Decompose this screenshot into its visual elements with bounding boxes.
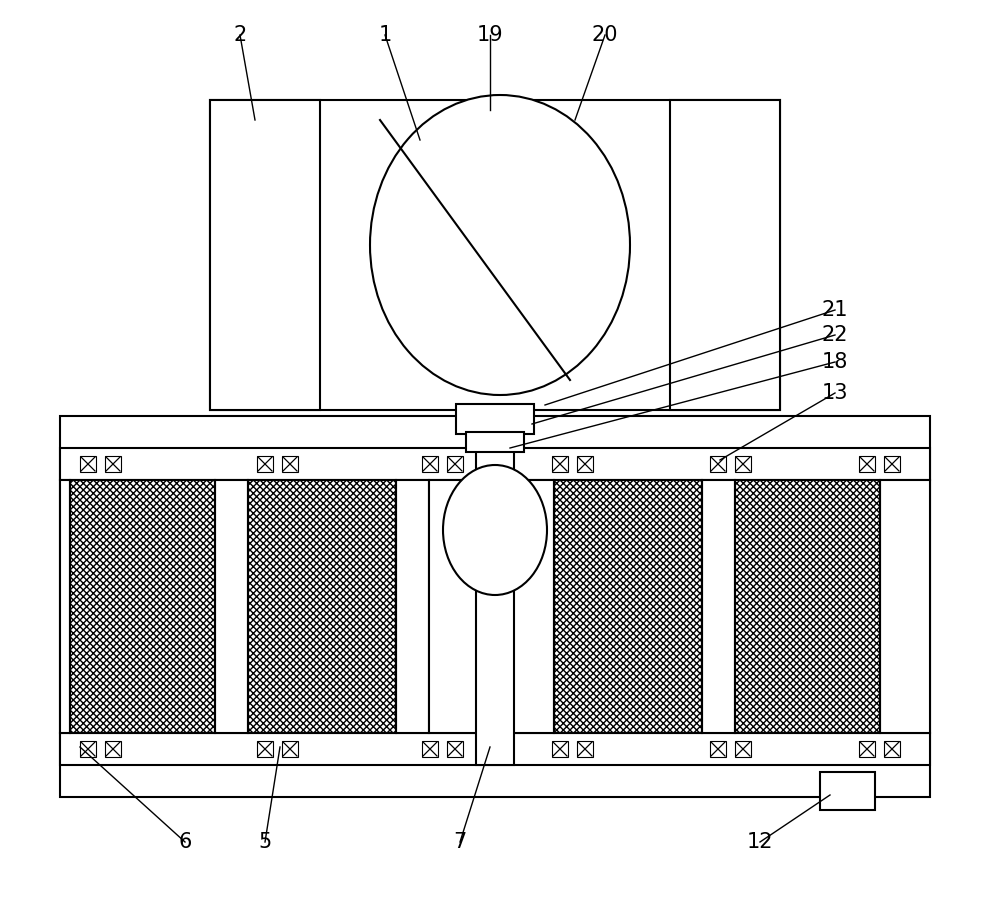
Bar [215, 480, 248, 733]
Bar [105, 456, 121, 472]
Bar [422, 741, 438, 757]
Bar [577, 456, 593, 472]
Bar [60, 416, 930, 797]
Text: 19: 19 [477, 25, 503, 45]
Bar [60, 733, 930, 765]
Bar [552, 456, 568, 472]
Bar [466, 432, 524, 452]
Text: 13: 13 [822, 383, 848, 403]
Bar [70, 480, 215, 733]
Text: 21: 21 [822, 300, 848, 320]
Ellipse shape [443, 465, 547, 595]
Bar [396, 480, 429, 733]
Bar [880, 480, 930, 733]
Ellipse shape [370, 95, 630, 395]
Bar [710, 456, 726, 472]
Bar [257, 456, 273, 472]
Bar [735, 480, 880, 733]
Bar [257, 741, 273, 757]
Bar [554, 480, 702, 733]
Bar [710, 741, 726, 757]
Bar [60, 480, 70, 733]
Bar [577, 741, 593, 757]
Text: 12: 12 [747, 832, 773, 852]
Bar [80, 741, 96, 757]
Bar [447, 741, 463, 757]
Bar [447, 456, 463, 472]
Bar [210, 100, 320, 410]
Bar [248, 480, 396, 733]
Bar [70, 480, 215, 733]
Bar [702, 480, 735, 733]
Bar [884, 741, 900, 757]
Bar [248, 480, 396, 733]
Text: 6: 6 [178, 832, 192, 852]
Bar [735, 741, 751, 757]
Bar [60, 448, 930, 480]
Text: 1: 1 [378, 25, 392, 45]
Bar [859, 456, 875, 472]
Bar [456, 404, 534, 434]
Text: 7: 7 [453, 832, 467, 852]
Text: 22: 22 [822, 325, 848, 345]
Bar [820, 772, 875, 810]
Text: 2: 2 [233, 25, 247, 45]
Text: 18: 18 [822, 352, 848, 372]
Bar [859, 741, 875, 757]
Bar [282, 741, 298, 757]
Bar [282, 456, 298, 472]
Bar [422, 456, 438, 472]
Bar [105, 741, 121, 757]
Bar [670, 100, 780, 410]
Bar [735, 456, 751, 472]
Bar [210, 100, 780, 410]
Bar [884, 456, 900, 472]
Bar [735, 480, 880, 733]
Bar [476, 450, 514, 765]
Bar [429, 480, 554, 733]
Bar [80, 456, 96, 472]
Text: 20: 20 [592, 25, 618, 45]
Bar [554, 480, 702, 733]
Text: 5: 5 [258, 832, 272, 852]
Bar [552, 741, 568, 757]
